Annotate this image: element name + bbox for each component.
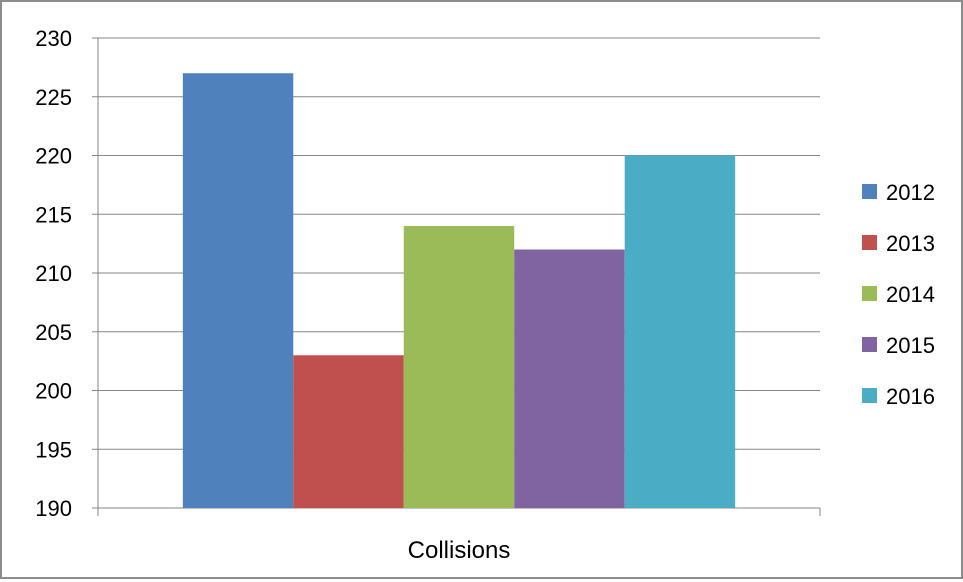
legend-swatch-2015: [862, 337, 877, 352]
y-tick-label: 210: [35, 261, 72, 286]
y-tick-label: 220: [35, 144, 72, 169]
bar-2016: [624, 155, 736, 508]
y-tick-label: 190: [35, 496, 72, 521]
bar-2013: [293, 355, 404, 508]
legend-label-2012: 2012: [886, 180, 935, 205]
y-tick-label: 215: [35, 202, 72, 227]
y-tick-label: 200: [35, 379, 72, 404]
legend-swatch-2016: [862, 388, 877, 403]
legend-swatch-2014: [862, 286, 877, 301]
legend-swatch-2013: [862, 235, 877, 250]
y-tick-label: 225: [35, 85, 72, 110]
y-tick-label: 195: [35, 437, 72, 462]
bar-2014: [403, 226, 515, 508]
y-tick-label: 205: [35, 320, 72, 345]
legend: 2012 2013 2014 2015 2016: [862, 180, 935, 409]
legend-label-2013: 2013: [886, 231, 935, 256]
x-category-label: Collisions: [408, 537, 511, 564]
tick-labels: 190 195 200 205 210 215 220 225 230 Collisions: [35, 26, 510, 564]
bars: [182, 73, 736, 508]
legend-swatch-2012: [862, 184, 877, 199]
bar-2012: [182, 73, 294, 508]
legend-label-2014: 2014: [886, 282, 935, 307]
bar-2015: [514, 249, 625, 508]
y-tick-label: 230: [35, 26, 72, 51]
legend-label-2016: 2016: [886, 384, 935, 409]
legend-label-2015: 2015: [886, 333, 935, 358]
